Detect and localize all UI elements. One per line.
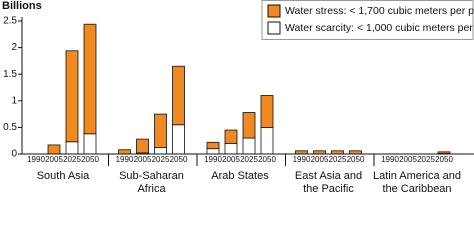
- bar-segment: [437, 151, 451, 154]
- bar-segment: [224, 129, 238, 144]
- group-label: Arab States: [211, 170, 269, 182]
- x-tick-label: 2025: [152, 155, 170, 164]
- y-tick-label: 2: [11, 42, 17, 53]
- x-tick-label: 2050: [258, 155, 276, 164]
- bar-segment: [83, 133, 97, 155]
- y-tick-label: 0: [11, 149, 17, 160]
- bar-segment: [65, 141, 79, 155]
- x-tick-label: 2025: [417, 155, 435, 164]
- x-tick-label: 2025: [63, 155, 81, 164]
- y-tick-label: 2.5: [3, 16, 17, 27]
- bar-segment: [136, 138, 149, 154]
- x-tick-label: 2005: [45, 155, 63, 164]
- legend-label: Water stress: < 1,700 cubic meters per p…: [285, 5, 474, 17]
- x-tick-label: 2050: [170, 155, 188, 164]
- legend-swatch: [267, 21, 281, 35]
- legend: [261, 0, 474, 40]
- bar-segment: [260, 127, 274, 155]
- x-tick-label: 2050: [81, 155, 99, 164]
- x-tick-label: 1990: [116, 155, 134, 164]
- bar-segment: [65, 50, 79, 143]
- bar-segment: [83, 23, 97, 135]
- bar-segment: [224, 142, 238, 155]
- x-tick-label: 2005: [134, 155, 152, 164]
- group-label: Sub-Saharan: [119, 170, 184, 182]
- bar-segment: [242, 137, 256, 155]
- x-tick-label: 2025: [240, 155, 258, 164]
- bar-segment: [260, 95, 274, 128]
- x-tick-label: 1990: [27, 155, 45, 164]
- bar-segment: [242, 112, 256, 139]
- x-tick-label: 2005: [311, 155, 329, 164]
- y-axis-label: Billions: [2, 0, 42, 12]
- x-tick-label: 1990: [381, 155, 399, 164]
- group-label: Latin America and: [373, 170, 461, 182]
- group-label: South Asia: [37, 170, 90, 182]
- bar-segment: [172, 65, 185, 126]
- x-tick-label: 2005: [399, 155, 417, 164]
- bar-segment: [47, 144, 61, 155]
- group-label: Africa: [137, 183, 166, 195]
- y-tick-label: 1.5: [3, 69, 17, 80]
- legend-label: Water scarcity: < 1,000 cubic meters per…: [285, 22, 474, 34]
- legend-swatch: [267, 4, 281, 18]
- group-label: the Pacific: [303, 183, 354, 195]
- group-label: the Caribbean: [382, 183, 451, 195]
- y-tick-label: 0.5: [3, 122, 17, 133]
- x-tick-label: 2005: [222, 155, 240, 164]
- x-tick-label: 2050: [435, 155, 453, 164]
- bar-segment: [154, 113, 167, 149]
- x-tick-label: 2025: [329, 155, 347, 164]
- group-label: East Asia and: [295, 170, 362, 182]
- bar-segment: [206, 141, 220, 150]
- x-tick-label: 1990: [204, 155, 222, 164]
- x-tick-label: 2050: [347, 155, 365, 164]
- bar-segment: [118, 149, 131, 155]
- x-tick-label: 1990: [293, 155, 311, 164]
- bar-segment: [206, 148, 220, 155]
- y-tick-label: 1: [11, 95, 17, 106]
- bar-segment: [154, 147, 167, 155]
- bar-segment: [172, 124, 185, 155]
